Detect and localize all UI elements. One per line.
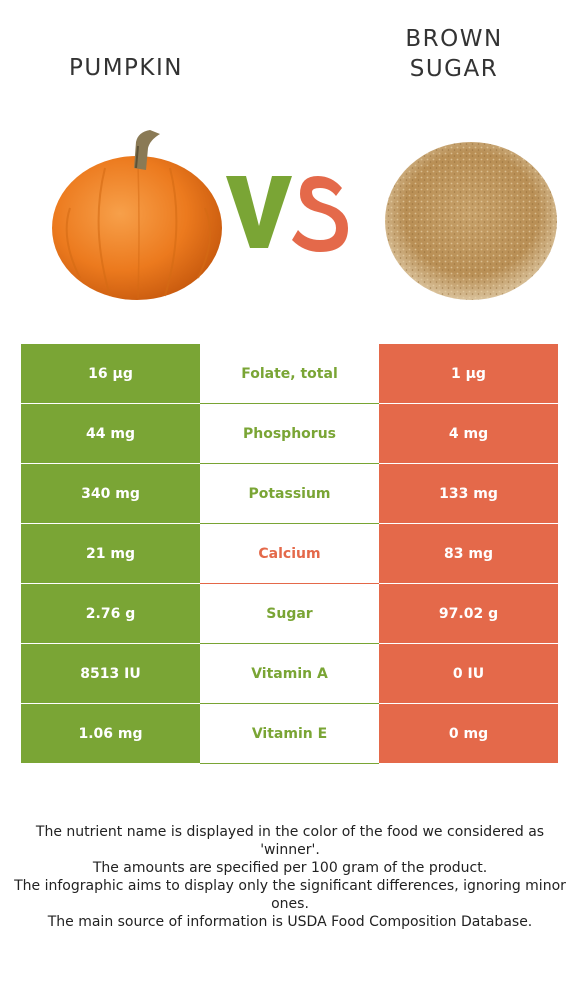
left-value: 8513 IU — [21, 643, 200, 704]
table-row: 2.76 g Sugar 97.02 g — [21, 583, 558, 644]
left-value: 340 mg — [21, 463, 200, 524]
food-name-right-line1: BROWN — [405, 26, 503, 52]
right-value: 133 mg — [379, 463, 558, 524]
nutrient-name: Phosphorus — [200, 403, 379, 464]
left-value: 2.76 g — [21, 583, 200, 644]
vs-label — [226, 176, 348, 252]
nutrient-name: Vitamin E — [200, 703, 379, 764]
vs-s-letter — [292, 176, 348, 252]
table-row: 44 mg Phosphorus 4 mg — [21, 403, 558, 464]
right-value: 83 mg — [379, 523, 558, 584]
table-row: 16 µg Folate, total 1 µg — [21, 344, 558, 404]
footnote-per-100g: The amounts are specified per 100 gram o… — [92, 860, 488, 876]
footnote-significant-differences: The infographic aims to display only the… — [14, 878, 566, 912]
food-title-pumpkin: PUMPKIN — [26, 53, 226, 83]
nutrient-name: Sugar — [200, 583, 379, 644]
right-value: 4 mg — [379, 403, 558, 464]
table-row: 8513 IU Vitamin A 0 IU — [21, 643, 558, 704]
left-value: 21 mg — [21, 523, 200, 584]
left-value: 44 mg — [21, 403, 200, 464]
nutrient-name: Calcium — [200, 523, 379, 584]
nutrient-name: Folate, total — [200, 344, 379, 404]
table-row: 1.06 mg Vitamin E 0 mg — [21, 703, 558, 764]
table-row: 340 mg Potassium 133 mg — [21, 463, 558, 524]
comparison-table: 16 µg Folate, total 1 µg 44 mg Phosphoru… — [21, 344, 558, 764]
right-value: 0 mg — [379, 703, 558, 764]
right-value: 97.02 g — [379, 583, 558, 644]
right-value: 1 µg — [379, 344, 558, 404]
footnote-winner-color: The nutrient name is displayed in the co… — [35, 824, 545, 858]
nutrient-name: Potassium — [200, 463, 379, 524]
table-row: 21 mg Calcium 83 mg — [21, 523, 558, 584]
pumpkin-image — [52, 130, 222, 300]
footnotes: The nutrient name is displayed in the co… — [14, 823, 566, 931]
right-value: 0 IU — [379, 643, 558, 704]
food-name-right-line2: SUGAR — [409, 56, 499, 82]
nutrient-name: Vitamin A — [200, 643, 379, 704]
left-value: 1.06 mg — [21, 703, 200, 764]
food-name-left: PUMPKIN — [69, 55, 183, 81]
footnote-source: The main source of information is USDA F… — [47, 914, 533, 930]
left-value: 16 µg — [21, 344, 200, 404]
vs-v-letter — [226, 176, 292, 248]
food-title-brown-sugar: BROWN SUGAR — [354, 24, 554, 84]
brown-sugar-image — [385, 142, 557, 300]
